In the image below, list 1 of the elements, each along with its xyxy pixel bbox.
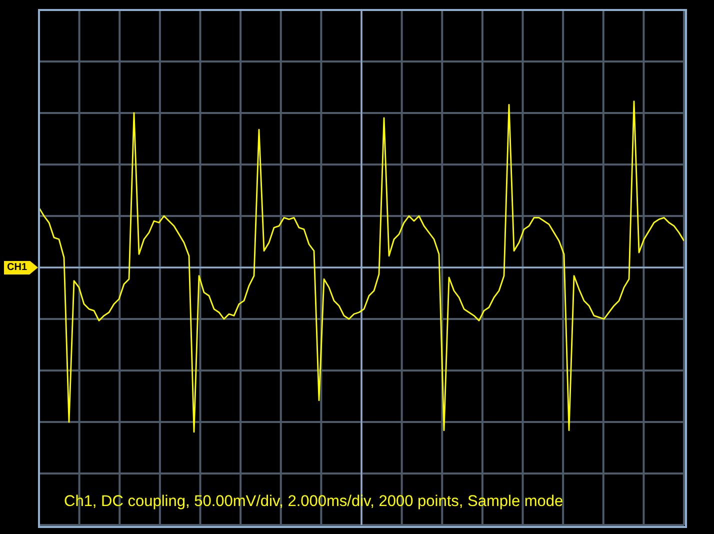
ref-line-label: CH1 (7, 262, 28, 272)
